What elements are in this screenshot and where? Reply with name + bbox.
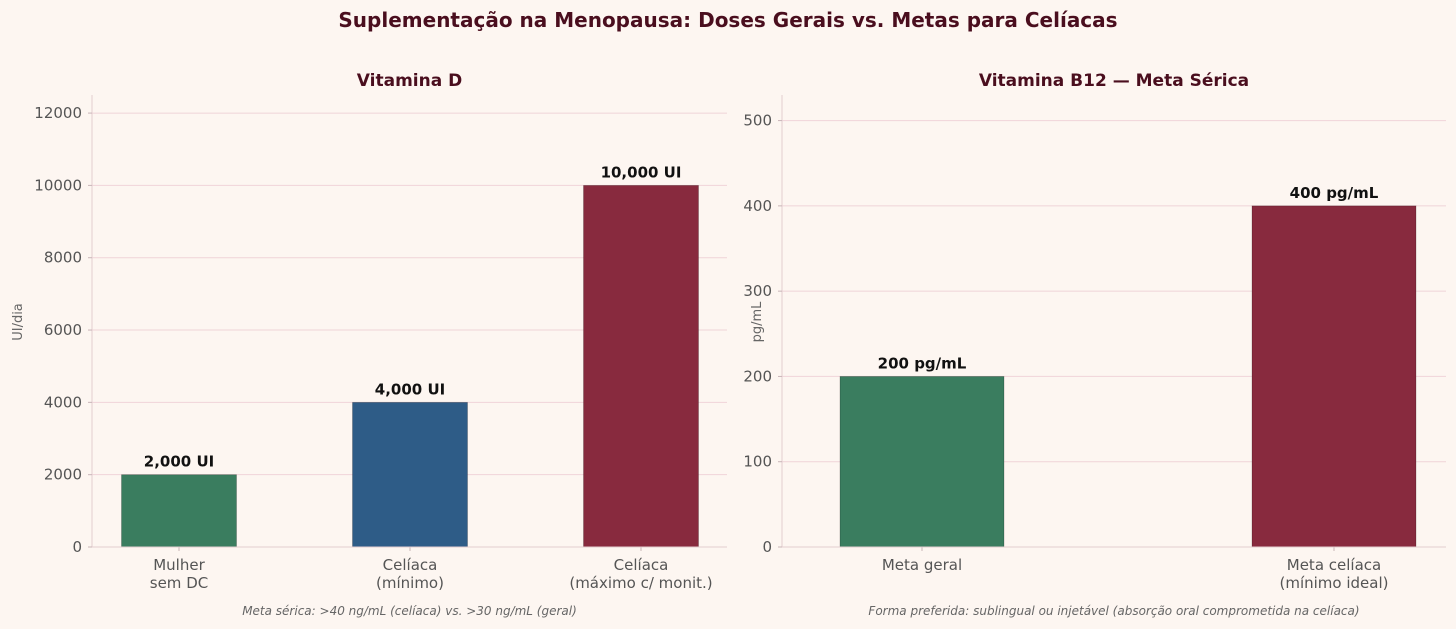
b12-chart-title: Vitamina B12 — Meta Sérica xyxy=(979,71,1249,91)
vitd-y-tick-label: 10000 xyxy=(34,176,82,194)
b12-y-tick-label: 0 xyxy=(762,538,772,556)
b12-y-tick-label: 500 xyxy=(743,112,772,130)
b12-bar-2 xyxy=(1251,205,1417,548)
vitd-footnote: Meta sérica: >40 ng/mL (celíaca) vs. >30… xyxy=(242,604,577,618)
vitd-y-tick-label: 4000 xyxy=(44,393,82,411)
b12-category-label: Meta geral xyxy=(882,556,962,574)
b12-bar-1 xyxy=(839,376,1005,548)
vitd-y-tick-label: 2000 xyxy=(44,466,82,484)
b12-y-tick-label: 300 xyxy=(743,282,772,300)
vitd-chart-title: Vitamina D xyxy=(357,71,462,91)
vitd-bar-1 xyxy=(121,474,237,548)
vitd-category-label: Celíaca xyxy=(383,556,438,574)
vitd-bar-2-label: 4,000 UI xyxy=(375,380,445,398)
vitd-y-axis-label: UI/dia xyxy=(11,303,26,341)
vitd-y-tick-label: 12000 xyxy=(34,104,82,122)
b12-y-tick-label: 200 xyxy=(743,367,772,385)
b12-y-axis-label: pg/mL xyxy=(750,301,765,343)
vitd-bar-1-label: 2,000 UI xyxy=(144,453,214,471)
b12-y-tick-label: 100 xyxy=(743,453,772,471)
vitd-y-tick-label: 6000 xyxy=(44,321,82,339)
figure-title: Suplementação na Menopausa: Doses Gerais… xyxy=(338,8,1117,32)
vitd-bar-3-label: 10,000 UI xyxy=(601,163,682,181)
vitd-category-label: Mulher xyxy=(153,556,205,574)
vitd-y-tick-label: 0 xyxy=(72,538,82,556)
b12-bar-1-label: 200 pg/mL xyxy=(878,354,967,372)
vitd-bar-3 xyxy=(583,184,699,548)
vitd-category-label: (mínimo) xyxy=(376,574,444,592)
vitd-category-label: (máximo c/ monit.) xyxy=(569,574,712,592)
vitd-category-label: Celíaca xyxy=(614,556,669,574)
b12-y-tick-label: 400 xyxy=(743,197,772,215)
vitd-category-label: sem DC xyxy=(150,574,208,592)
vitd-bar-2 xyxy=(352,401,468,548)
vitamin-b12-chart: 200 pg/mL Meta geral 400 pg/mL Meta celíaca… xyxy=(743,71,1446,618)
b12-footnote: Forma preferida: sublingual ou injetável… xyxy=(868,604,1359,618)
vitd-y-tick-label: 8000 xyxy=(44,249,82,267)
b12-bar-2-label: 400 pg/mL xyxy=(1290,184,1379,202)
b12-category-label: Meta celíaca xyxy=(1287,556,1381,574)
b12-category-label: (mínimo ideal) xyxy=(1280,574,1389,592)
